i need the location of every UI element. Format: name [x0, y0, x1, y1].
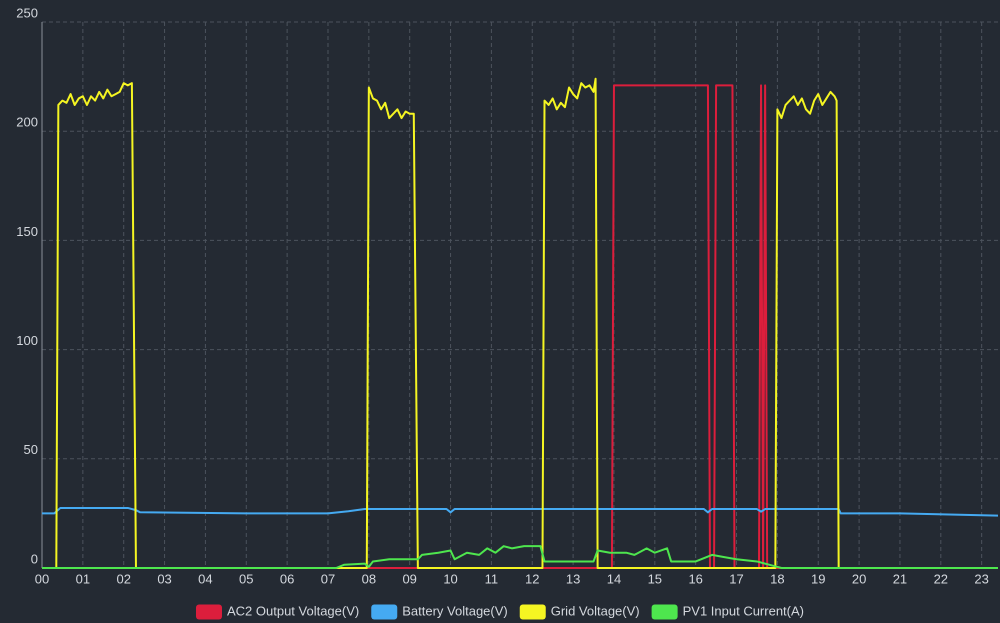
x-tick-label: 00	[35, 571, 49, 586]
x-tick-label: 23	[974, 571, 988, 586]
x-tick-label: 14	[607, 571, 621, 586]
legend-label: Grid Voltage(V)	[551, 603, 640, 618]
x-tick-label: 21	[893, 571, 907, 586]
legend-item[interactable]: PV1 Input Current(A)	[651, 603, 804, 620]
legend-swatch	[519, 604, 546, 620]
x-tick-label: 11	[485, 571, 499, 586]
legend-swatch	[651, 604, 678, 620]
x-tick-label: 06	[280, 571, 294, 586]
x-tick-label: 08	[362, 571, 376, 586]
y-tick-label: 250	[16, 5, 38, 20]
legend-label: Battery Voltage(V)	[402, 603, 508, 618]
series-line	[42, 506, 999, 517]
x-tick-label: 03	[157, 571, 171, 586]
y-tick-label: 150	[16, 224, 38, 239]
x-tick-label: 18	[770, 571, 784, 586]
legend-label: AC2 Output Voltage(V)	[227, 603, 359, 618]
legend-label: PV1 Input Current(A)	[683, 603, 804, 618]
series-line	[42, 84, 998, 569]
x-tick-label: 07	[321, 571, 335, 586]
x-tick-label: 16	[688, 571, 702, 586]
legend-item[interactable]: AC2 Output Voltage(V)	[195, 603, 359, 620]
x-tick-label: 19	[811, 571, 825, 586]
y-tick-label: 200	[16, 115, 38, 130]
x-tick-label: 20	[852, 571, 866, 586]
legend-item[interactable]: Grid Voltage(V)	[519, 603, 640, 620]
x-tick-label: 17	[729, 571, 743, 586]
legend-swatch	[195, 604, 222, 620]
y-tick-label: 50	[24, 442, 38, 457]
y-tick-label: 0	[31, 551, 38, 566]
legend-item[interactable]: Battery Voltage(V)	[371, 603, 508, 620]
x-tick-label: 22	[934, 571, 948, 586]
x-tick-label: 05	[239, 571, 253, 586]
x-tick-label: 01	[76, 571, 90, 586]
x-tick-label: 15	[648, 571, 662, 586]
series-line	[42, 545, 998, 569]
legend: AC2 Output Voltage(V) Battery Voltage(V) G…	[195, 603, 804, 620]
x-tick-label: 13	[566, 571, 580, 586]
x-tick-label: 10	[443, 571, 457, 586]
x-tick-label: 12	[525, 571, 539, 586]
legend-swatch	[371, 604, 398, 620]
y-tick-label: 100	[16, 333, 38, 348]
x-tick-label: 02	[116, 571, 130, 586]
x-tick-label: 04	[198, 571, 212, 586]
series-line	[42, 77, 998, 569]
x-tick-label: 09	[402, 571, 416, 586]
